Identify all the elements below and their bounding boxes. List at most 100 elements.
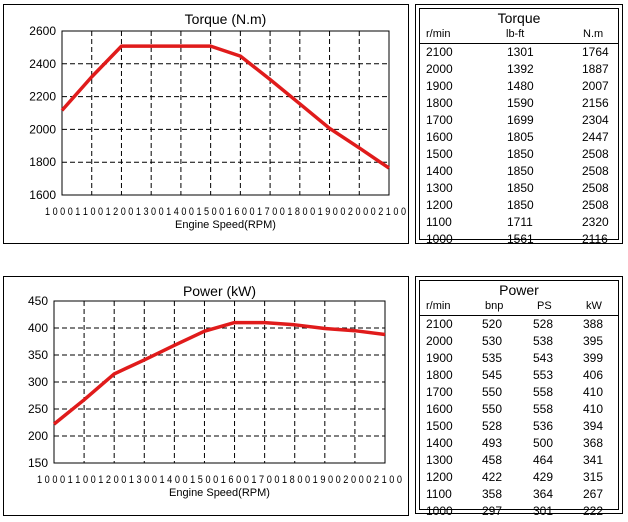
torque-cell: 1561 [507, 232, 534, 246]
power-chart-title: Power (kW) [183, 283, 256, 299]
power-y-tick-label: 300 [28, 375, 48, 389]
torque-table-row: 1600 1805 2447 [420, 130, 618, 147]
power-cell: 422 [482, 470, 503, 484]
torque-cell: 2508 [582, 181, 609, 195]
power-cell: 410 [583, 402, 604, 416]
power-table-row: 1300 458 464 341 [420, 453, 618, 470]
torque-table-row: 1900 1480 2007 [420, 79, 618, 96]
power-table-row: 2100 520 528 388 [420, 317, 618, 334]
power-cell: 388 [583, 317, 604, 331]
power-cell: 493 [482, 436, 503, 450]
power-table-row: 1700 550 558 410 [420, 385, 618, 402]
power-header-kw: kW [586, 300, 602, 312]
power-chart: Power (kW) 150 200 250 300 350 400 450 1 0 0 0 1… [28, 283, 402, 499]
torque-header-lbft: lb-ft [506, 28, 525, 40]
power-chart-panel: Power (kW) 150 200 250 300 350 400 450 1 0 0 0 1… [3, 276, 409, 516]
torque-table-title: Torque [497, 10, 541, 26]
power-cell: 267 [583, 487, 604, 501]
torque-table-body: 2100 1301 1764 2000 1392 1887 1900 1480 2007 1800… [420, 45, 618, 249]
torque-y-tick-label: 2600 [29, 24, 56, 38]
torque-chart-title: Torque (N.m) [185, 11, 267, 27]
power-cell: 406 [583, 368, 604, 382]
torque-table: Torque r/min lb-ft N.m 2100 1301 1764 2000 1… [419, 8, 619, 246]
power-cell: 297 [482, 504, 503, 518]
power-cell: 1900 [426, 351, 453, 365]
power-cell: 1500 [426, 419, 453, 433]
torque-cell: 2508 [582, 147, 609, 161]
torque-header-divider [420, 43, 618, 44]
torque-table-row: 1300 1850 2508 [420, 181, 618, 198]
torque-cell: 1301 [507, 45, 534, 59]
torque-cell: 2508 [582, 198, 609, 212]
power-cell: 520 [482, 317, 503, 331]
torque-cell: 1805 [507, 130, 534, 144]
power-table-row: 1100 358 364 267 [420, 487, 618, 504]
torque-cell: 1480 [507, 79, 534, 93]
torque-cell: 1699 [507, 113, 534, 127]
power-table-row: 1800 545 553 406 [420, 368, 618, 385]
power-y-tick-label: 450 [28, 294, 48, 308]
torque-table-row: 1000 1561 2116 [420, 232, 618, 249]
torque-cell: 1850 [507, 147, 534, 161]
power-x-axis-label: Engine Speed(RPM) [169, 487, 270, 499]
power-table-header: r/min bnp PS kW [420, 300, 618, 314]
torque-plot-frame [61, 30, 390, 196]
power-y-tick-label: 400 [28, 321, 48, 335]
power-cell: 364 [533, 487, 554, 501]
torque-table-panel: Torque r/min lb-ft N.m 2100 1301 1764 2000 1… [415, 4, 623, 246]
torque-y-tick-label: 2400 [29, 57, 56, 71]
power-cell: 535 [482, 351, 503, 365]
power-cell: 500 [533, 436, 554, 450]
power-cell: 550 [482, 385, 503, 399]
power-cell: 558 [533, 402, 554, 416]
power-cell: 410 [583, 385, 604, 399]
power-table-row: 1200 422 429 315 [420, 470, 618, 487]
power-cell: 1800 [426, 368, 453, 382]
power-cell: 395 [583, 334, 604, 348]
power-cell: 399 [583, 351, 604, 365]
power-cell: 545 [482, 368, 503, 382]
power-table: Power r/min bnp PS kW 2100 520 528 388 2000 5… [419, 280, 619, 518]
power-cell: 458 [482, 453, 503, 467]
torque-cell: 1850 [507, 164, 534, 178]
power-cell: 536 [533, 419, 554, 433]
torque-cell: 1400 [426, 164, 453, 178]
torque-cell: 1200 [426, 198, 453, 212]
power-cell: 1300 [426, 453, 453, 467]
power-cell: 1400 [426, 436, 453, 450]
torque-table-row: 2100 1301 1764 [420, 45, 618, 62]
power-table-row: 1500 528 536 394 [420, 419, 618, 436]
torque-y-tick-label: 2200 [29, 90, 56, 104]
torque-cell: 1800 [426, 96, 453, 110]
torque-cell: 1600 [426, 130, 453, 144]
power-cell: 2100 [426, 317, 453, 331]
torque-cell: 2007 [582, 79, 609, 93]
power-cell: 553 [533, 368, 554, 382]
power-table-title: Power [499, 282, 539, 298]
torque-table-header: r/min lb-ft N.m [420, 28, 618, 42]
power-cell: 543 [533, 351, 554, 365]
power-y-tick-label: 150 [28, 456, 48, 470]
torque-cell: 1900 [426, 79, 453, 93]
power-header-rmin: r/min [426, 300, 451, 312]
torque-cell: 1887 [582, 62, 609, 76]
torque-cell: 1590 [507, 96, 534, 110]
power-cell: 222 [583, 504, 604, 518]
power-cell: 2000 [426, 334, 453, 348]
power-cell: 341 [583, 453, 604, 467]
power-cell: 1200 [426, 470, 453, 484]
power-y-tick-label: 250 [28, 402, 48, 416]
power-cell: 464 [533, 453, 554, 467]
torque-table-row: 1200 1850 2508 [420, 198, 618, 215]
power-header-ps: PS [537, 300, 552, 312]
power-cell: 394 [583, 419, 604, 433]
power-table-row: 1400 493 500 368 [420, 436, 618, 453]
power-y-tick-label: 350 [28, 348, 48, 362]
power-plot-frame [53, 300, 386, 464]
torque-table-row: 1500 1850 2508 [420, 147, 618, 164]
torque-chart-panel: Torque (N.m) 1600 1800 2000 2200 2400 2600 1 0 … [3, 4, 409, 244]
power-cell: 1700 [426, 385, 453, 399]
torque-cell: 2304 [582, 113, 609, 127]
torque-cell: 1000 [426, 232, 453, 246]
torque-cell: 2320 [582, 215, 609, 229]
